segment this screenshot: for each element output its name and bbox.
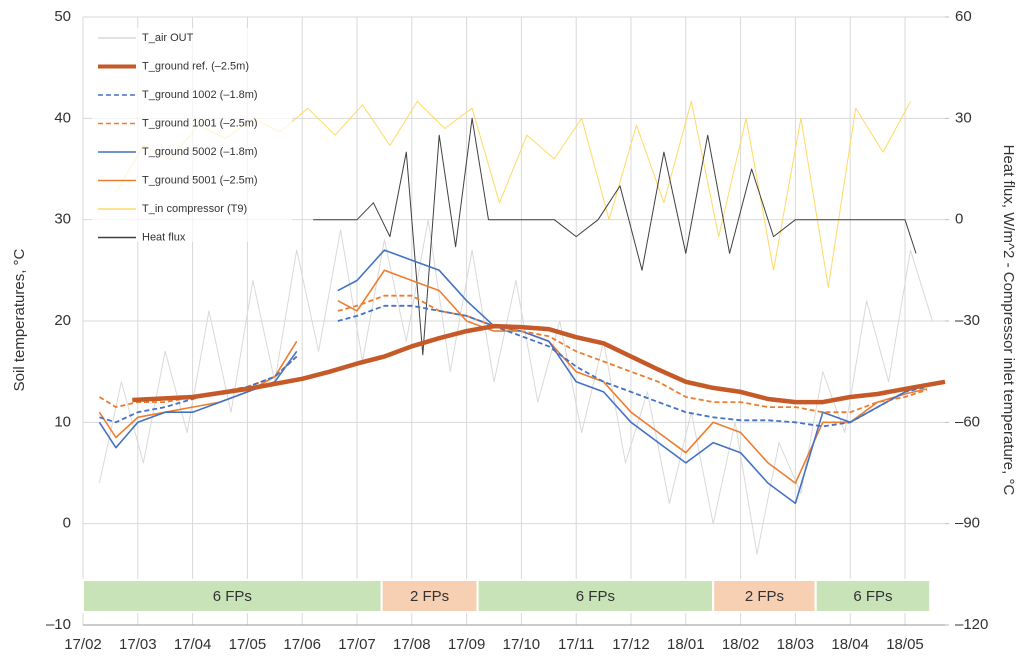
y2-tick-label: –90 [955,515,980,532]
legend-label: T_ground 1002 (–1.8m) [142,89,258,101]
x-tick-label: 18/01 [667,636,705,653]
x-tick-label: 17/10 [503,636,541,653]
y2-tick-label: 60 [955,8,972,25]
legend-label: T_ground 1001 (–2.5m) [142,117,258,129]
y-tick-label: 20 [54,312,71,329]
legend-label: Heat flux [142,231,186,243]
x-tick-label: 17/07 [338,636,376,653]
y2-tick-label: 0 [955,211,963,228]
region-label: 2 FPs [410,588,449,605]
region-label: 6 FPs [853,588,892,605]
legend-label: T_ground 5002 (–1.8m) [142,146,258,158]
series-line [98,219,933,555]
legend: T_air OUT T_ground ref. (–2.5m) T_ground 1… [92,28,292,243]
x-tick-label: 17/08 [393,636,431,653]
y2-tick-label: –120 [955,616,988,633]
legend-label: T_air OUT [142,32,194,44]
region-label: 6 FPs [576,588,615,605]
region-label: 2 FPs [745,588,784,605]
x-tick-label: 18/05 [886,636,924,653]
x-tick-label: 17/09 [448,636,486,653]
y-tick-label: 10 [54,413,71,430]
x-tick-label: 17/06 [283,636,321,653]
series-line [98,269,928,484]
y-tick-label: 30 [54,211,71,228]
legend-box [92,28,292,242]
series-line [313,117,917,356]
x-tick-label: 18/03 [777,636,815,653]
y2-axis-label: Heat flux, W/m^2 - Compressor inlet temp… [1000,145,1017,496]
y-tick-label: 40 [54,109,71,126]
region [814,579,932,613]
x-tick-label: 17/05 [229,636,267,653]
legend-label: T_ground 5001 (–2.5m) [142,174,258,186]
region [712,579,817,613]
x-tick-label: 18/04 [831,636,869,653]
y2-tick-label: 30 [955,109,972,126]
x-tick-label: 18/02 [722,636,760,653]
y-axis-label: Soil temperatures, °C [11,248,28,391]
x-tick-label: 17/11 [558,636,594,653]
series-line [98,294,928,414]
legend-label: T_ground ref. (–2.5m) [142,60,249,72]
y-tick-label: –10 [46,616,71,633]
series-line [132,323,946,405]
legend-label: T_in compressor (T9) [142,203,247,215]
x-tick-label: 17/03 [119,636,157,653]
y2-tick-label: –60 [955,413,980,430]
y2-tick-label: –30 [955,312,980,329]
y-tick-label: 0 [63,515,71,532]
x-tick-label: 17/04 [174,636,212,653]
region-label: 6 FPs [213,588,252,605]
x-tick-label: 17/02 [64,636,102,653]
y-tick-label: 50 [54,8,71,25]
x-tick-label: 17/12 [612,636,650,653]
